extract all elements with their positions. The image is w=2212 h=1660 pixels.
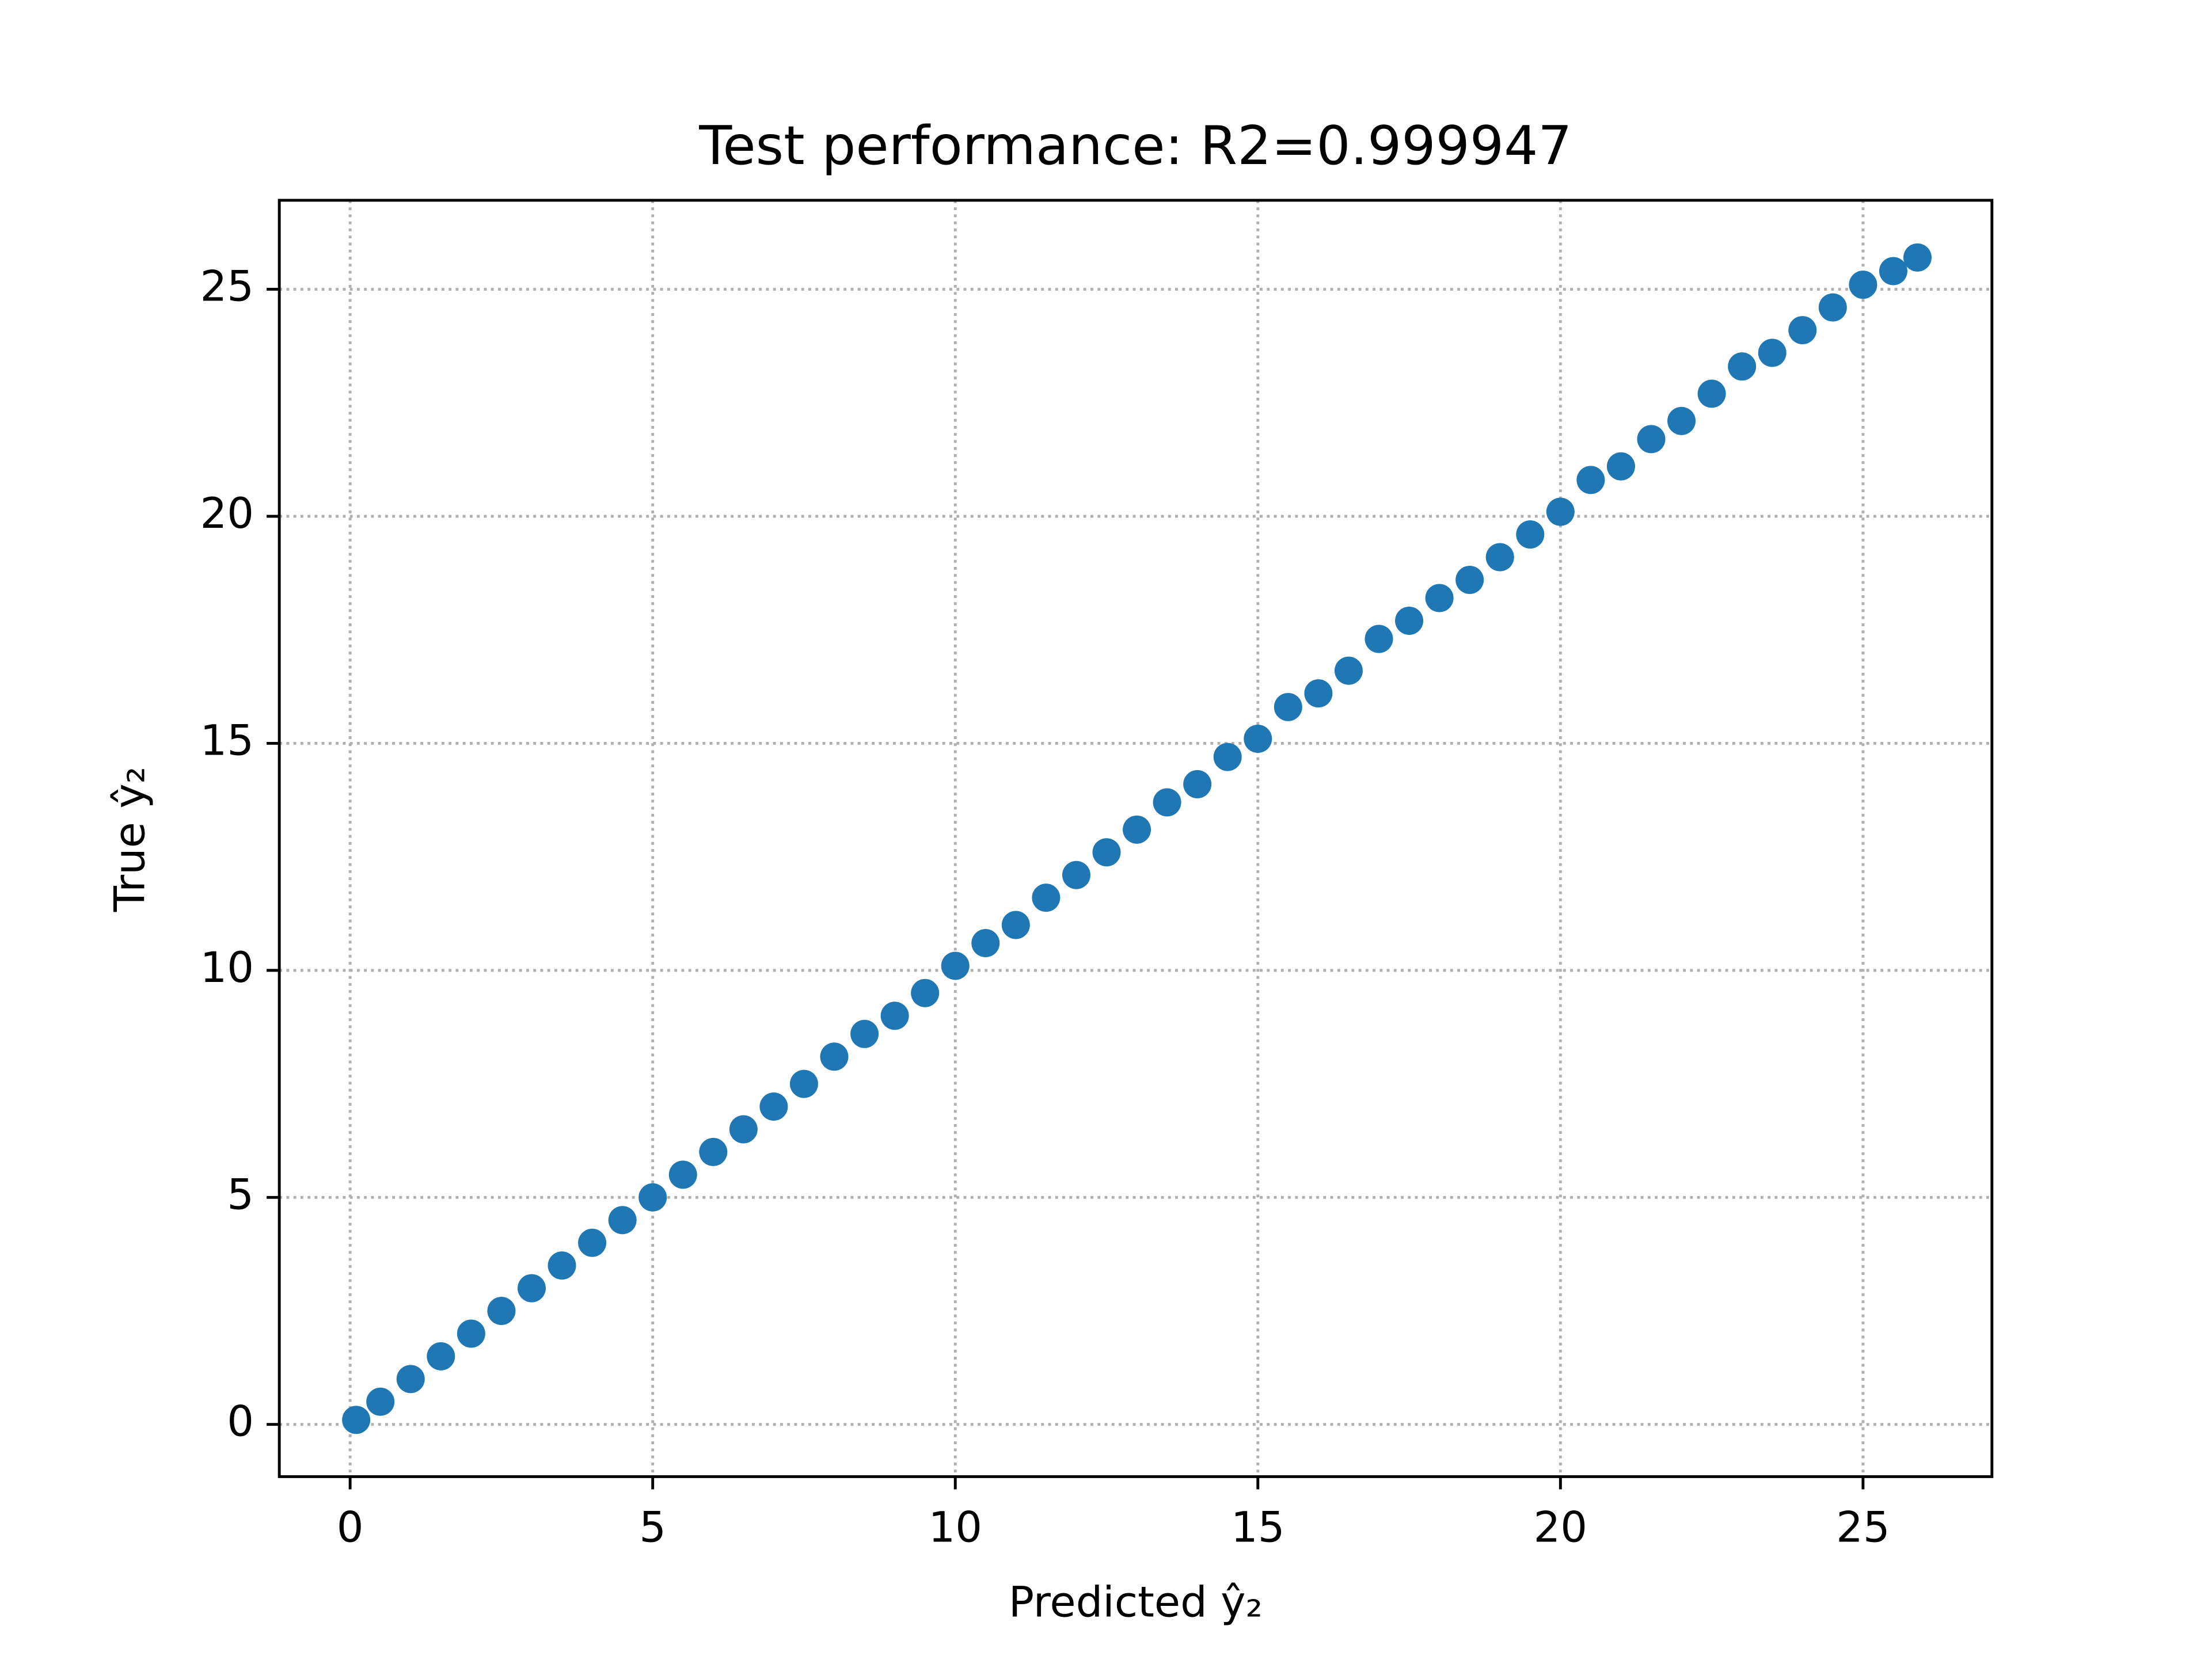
scatter-point bbox=[487, 1297, 516, 1326]
scatter-point bbox=[1183, 770, 1212, 798]
x-tick-label: 20 bbox=[1534, 1503, 1588, 1552]
scatter-point bbox=[971, 929, 1000, 958]
scatter-point bbox=[1365, 625, 1393, 653]
scatter-point bbox=[1818, 293, 1847, 322]
scatter-point bbox=[1062, 861, 1090, 889]
y-tick-label: 15 bbox=[200, 716, 254, 765]
scatter-point bbox=[578, 1228, 607, 1257]
y-axis-label: True ŷ₂ bbox=[105, 767, 154, 912]
scatter-point bbox=[1032, 884, 1061, 912]
x-axis-label: Predicted ŷ₂ bbox=[1009, 1578, 1263, 1627]
scatter-point bbox=[729, 1115, 758, 1144]
scatter-point bbox=[1849, 271, 1877, 299]
scatter-point bbox=[699, 1137, 728, 1166]
x-tick-label: 0 bbox=[337, 1503, 364, 1552]
y-tick-label: 5 bbox=[227, 1170, 254, 1219]
scatter-point bbox=[1213, 743, 1242, 771]
y-tick-label: 25 bbox=[200, 262, 254, 311]
scatter-point bbox=[1879, 257, 1907, 285]
scatter-point bbox=[608, 1206, 637, 1235]
scatter-point bbox=[1903, 243, 1932, 272]
scatter-point bbox=[517, 1274, 546, 1303]
scatter-point bbox=[548, 1251, 576, 1280]
x-tick-label: 15 bbox=[1231, 1503, 1285, 1552]
scatter-point bbox=[789, 1069, 818, 1098]
scatter-point bbox=[1123, 815, 1151, 844]
scatter-point bbox=[427, 1342, 455, 1370]
scatter-point bbox=[1546, 497, 1575, 526]
scatter-point bbox=[1788, 316, 1817, 345]
scatter-point bbox=[880, 1002, 909, 1030]
y-tick-label: 0 bbox=[227, 1398, 254, 1446]
scatter-point bbox=[1637, 425, 1666, 454]
scatter-point bbox=[342, 1406, 371, 1434]
scatter-point bbox=[1697, 379, 1726, 408]
x-tick-label: 25 bbox=[1836, 1503, 1890, 1552]
scatter-point bbox=[1516, 520, 1545, 549]
scatter-point bbox=[1606, 452, 1635, 481]
scatter-point bbox=[638, 1183, 667, 1212]
scatter-point bbox=[1425, 584, 1454, 612]
scatter-point bbox=[1304, 679, 1333, 708]
scatter-point bbox=[911, 979, 940, 1007]
scatter-point bbox=[1001, 911, 1030, 939]
y-tick-label: 20 bbox=[200, 489, 254, 538]
x-tick-label: 5 bbox=[639, 1503, 666, 1552]
scatter-point bbox=[1334, 656, 1363, 685]
scatter-point bbox=[396, 1365, 425, 1394]
scatter-point bbox=[1455, 565, 1484, 594]
scatter-point bbox=[1576, 466, 1605, 494]
scatter-point bbox=[1244, 725, 1272, 753]
y-tick-label: 10 bbox=[200, 943, 254, 992]
scatter-point bbox=[1274, 692, 1302, 721]
scatter-point bbox=[850, 1019, 879, 1048]
scatter-point bbox=[1395, 606, 1424, 635]
scatter-point bbox=[457, 1319, 485, 1348]
scatter-point bbox=[1758, 338, 1787, 367]
x-tick-label: 10 bbox=[928, 1503, 982, 1552]
scatter-point bbox=[1092, 838, 1121, 867]
scatter-point bbox=[1153, 788, 1181, 817]
scatter-point bbox=[668, 1160, 697, 1189]
scatter-point bbox=[759, 1092, 788, 1121]
chart-title: Test performance: R2=0.999947 bbox=[698, 115, 1572, 177]
scatter-point bbox=[820, 1042, 849, 1071]
scatter-point bbox=[1728, 352, 1757, 381]
scatter-point bbox=[1667, 406, 1696, 435]
scatter-point bbox=[1485, 543, 1514, 572]
scatter-point bbox=[941, 951, 970, 980]
plot-frame bbox=[278, 199, 1994, 1478]
scatter-point bbox=[366, 1387, 395, 1416]
